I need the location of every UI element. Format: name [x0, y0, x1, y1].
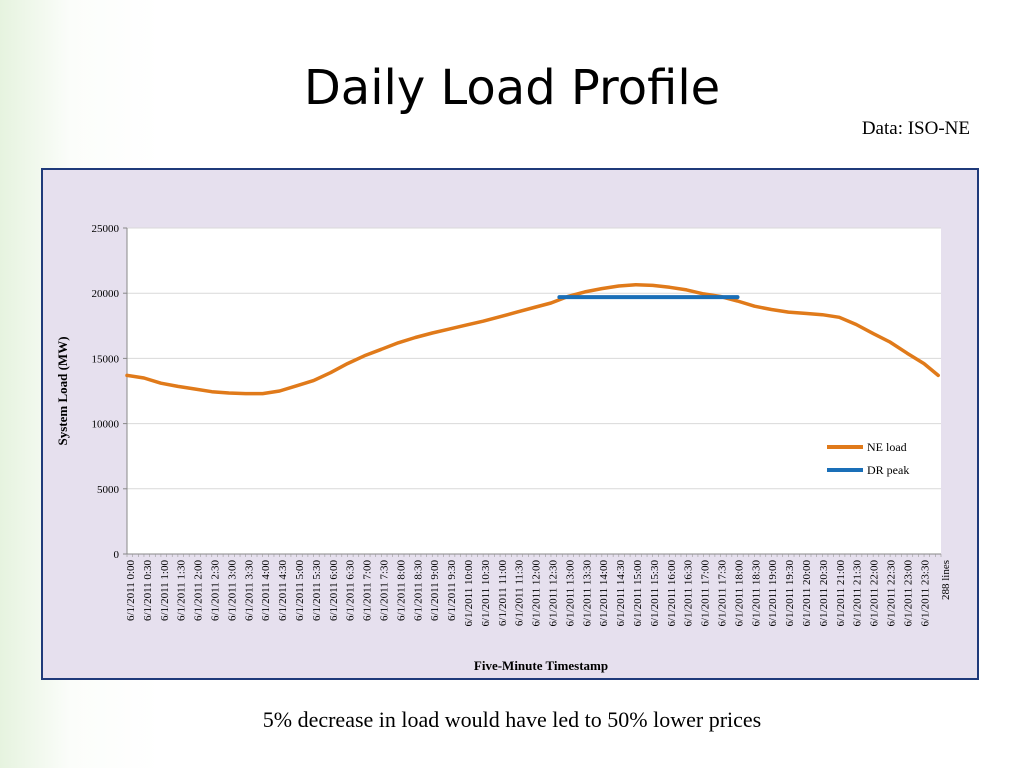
x-tick-label: 6/1/2011 16:30: [683, 560, 695, 627]
x-tick-label: 6/1/2011 0:00: [125, 560, 137, 622]
x-tick-label: 6/1/2011 16:00: [666, 560, 678, 627]
x-tick-label: 6/1/2011 8:30: [412, 560, 424, 622]
x-tick-label: 6/1/2011 15:00: [632, 560, 644, 627]
x-tick-label: 6/1/2011 5:30: [311, 560, 323, 622]
slide-title: Daily Load Profile: [303, 60, 721, 116]
y-tick-label: 15000: [92, 353, 120, 365]
series-lines: [125, 282, 940, 396]
plot-area: [127, 228, 941, 554]
x-tick-label: 6/1/2011 7:00: [362, 560, 374, 622]
x-tick-label: 6/1/2011 2:30: [210, 560, 222, 622]
x-tick-label: 6/1/2011 0:30: [142, 560, 154, 622]
x-tick-label: 6/1/2011 4:00: [260, 560, 272, 622]
legend-label-ne-load: NE load: [867, 440, 907, 454]
x-tick-label: 6/1/2011 9:00: [429, 560, 441, 622]
y-tick-label: 5000: [97, 484, 120, 496]
x-tick-label: 6/1/2011 22:00: [869, 560, 881, 627]
x-tick-label: 6/1/2011 23:30: [919, 560, 931, 627]
x-axis-title: Five-Minute Timestamp: [474, 658, 608, 673]
x-tick-label: 6/1/2011 22:30: [886, 560, 898, 627]
chart-frame: 0 5000 10000 15000 20000 25000 6/1/2011 0:00 6…: [41, 168, 979, 680]
x-overflow-label: 288 lines: [940, 560, 952, 600]
x-tick-label: 6/1/2011 3:00: [226, 560, 238, 622]
y-tick-label: 0: [114, 549, 120, 561]
data-source-note: Data: ISO-NE: [861, 118, 970, 139]
x-tick-label: 6/1/2011 10:30: [480, 560, 492, 627]
slide-caption: 5% decrease in load would have led to 50…: [262, 707, 762, 732]
x-tick-label: 6/1/2011 10:00: [463, 560, 475, 627]
x-tick-label: 6/1/2011 15:30: [649, 560, 661, 627]
x-tick-label: 6/1/2011 18:00: [733, 560, 745, 627]
x-tick-label: 6/1/2011 14:30: [615, 560, 627, 627]
x-tick-label: 6/1/2011 12:30: [548, 560, 560, 627]
y-tick-label: 25000: [92, 223, 120, 235]
x-tick-label: 6/1/2011 11:30: [514, 560, 526, 627]
x-tick-label: 6/1/2011 6:30: [345, 560, 357, 622]
x-tick-label: 6/1/2011 18:30: [750, 560, 762, 627]
x-tick-label: 6/1/2011 2:00: [193, 560, 205, 622]
x-tick-label: 6/1/2011 17:00: [700, 560, 712, 627]
x-tick-label: 6/1/2011 8:00: [395, 560, 407, 622]
x-tick-label: 6/1/2011 1:00: [159, 560, 171, 622]
x-tick-label: 6/1/2011 6:00: [328, 560, 340, 622]
x-tick-label: 6/1/2011 5:00: [294, 560, 306, 622]
x-tick-label: 6/1/2011 1:30: [176, 560, 188, 622]
x-tick-label: 6/1/2011 12:00: [531, 560, 543, 627]
x-tick-label: 6/1/2011 7:30: [379, 560, 391, 622]
y-axis-title: System Load (MW): [55, 336, 70, 445]
y-tick-label: 20000: [92, 288, 120, 300]
x-tick-label: 6/1/2011 17:30: [717, 560, 729, 627]
x-tick-label: 6/1/2011 23:00: [902, 560, 914, 627]
x-tick-label: 6/1/2011 19:30: [784, 560, 796, 627]
legend: NE load DR peak: [827, 440, 909, 477]
x-tick-label: 6/1/2011 21:30: [852, 560, 864, 627]
legend-label-dr-peak: DR peak: [867, 463, 909, 477]
x-tick-label: 6/1/2011 13:00: [564, 560, 576, 627]
y-tick-labels: 0 5000 10000 15000 20000 25000: [92, 223, 120, 561]
x-tick-label: 6/1/2011 3:30: [243, 560, 255, 622]
y-tick-label: 10000: [92, 419, 120, 431]
x-tick-labels: 6/1/2011 0:00 6/1/2011 0:30 6/1/2011 1:00 6…: [125, 560, 952, 627]
x-tick-label: 6/1/2011 14:00: [598, 560, 610, 627]
series-line-ne-load: [125, 282, 940, 396]
x-tick-label: 6/1/2011 20:00: [801, 560, 813, 627]
x-tick-label: 6/1/2011 19:00: [767, 560, 779, 627]
x-tick-label: 6/1/2011 9:30: [446, 560, 458, 622]
x-tick-label: 6/1/2011 11:00: [497, 560, 509, 627]
x-tick-label: 6/1/2011 20:30: [818, 560, 830, 627]
gridlines: [123, 227, 941, 555]
x-tick-label: 6/1/2011 4:30: [277, 560, 289, 622]
x-tick-label: 6/1/2011 21:00: [835, 560, 847, 627]
x-minor-ticks: [126, 554, 942, 557]
x-tick-label: 6/1/2011 13:30: [581, 560, 593, 627]
